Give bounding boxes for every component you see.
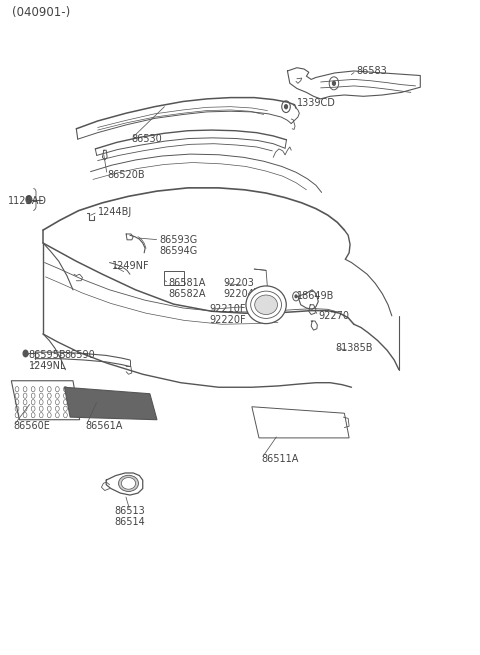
Text: 1249NF: 1249NF [112,261,150,271]
Text: 92270: 92270 [318,311,349,321]
Text: 1339CD: 1339CD [297,98,336,109]
Text: 18649B: 18649B [297,291,334,301]
Text: 86581A: 86581A [169,278,206,288]
Polygon shape [64,387,157,420]
Text: 86583: 86583 [356,66,387,76]
Text: 86511A: 86511A [261,454,299,464]
Ellipse shape [246,286,286,324]
Text: 92203: 92203 [223,278,254,288]
Text: (040901-): (040901-) [12,6,71,19]
Text: 1125AD: 1125AD [8,196,47,206]
Circle shape [285,105,288,109]
Text: 1244BJ: 1244BJ [97,207,132,217]
Bar [164,271,184,286]
Polygon shape [252,407,349,438]
Text: 1249NL: 1249NL [29,362,66,371]
Text: 86590: 86590 [64,350,95,360]
Text: 86513: 86513 [115,506,145,515]
Ellipse shape [121,477,136,489]
Text: 86560E: 86560E [13,421,50,431]
Text: 86520B: 86520B [107,170,145,180]
Text: 81385B: 81385B [335,343,372,353]
Circle shape [333,81,336,85]
Text: 92210F: 92210F [209,305,246,314]
Polygon shape [12,381,80,420]
Text: 86530: 86530 [131,134,162,144]
Circle shape [295,295,297,297]
Circle shape [26,196,32,204]
Text: 92220F: 92220F [209,314,246,325]
Text: 86561A: 86561A [86,421,123,431]
Ellipse shape [119,476,138,491]
Text: 86595B: 86595B [29,350,67,360]
Ellipse shape [255,295,277,314]
Circle shape [23,350,28,357]
Text: 86582A: 86582A [169,289,206,299]
Text: 86514: 86514 [115,517,145,527]
Text: 86593G: 86593G [159,235,198,245]
Text: 92204: 92204 [223,289,254,299]
Text: 86594G: 86594G [159,246,198,256]
Ellipse shape [251,291,281,318]
